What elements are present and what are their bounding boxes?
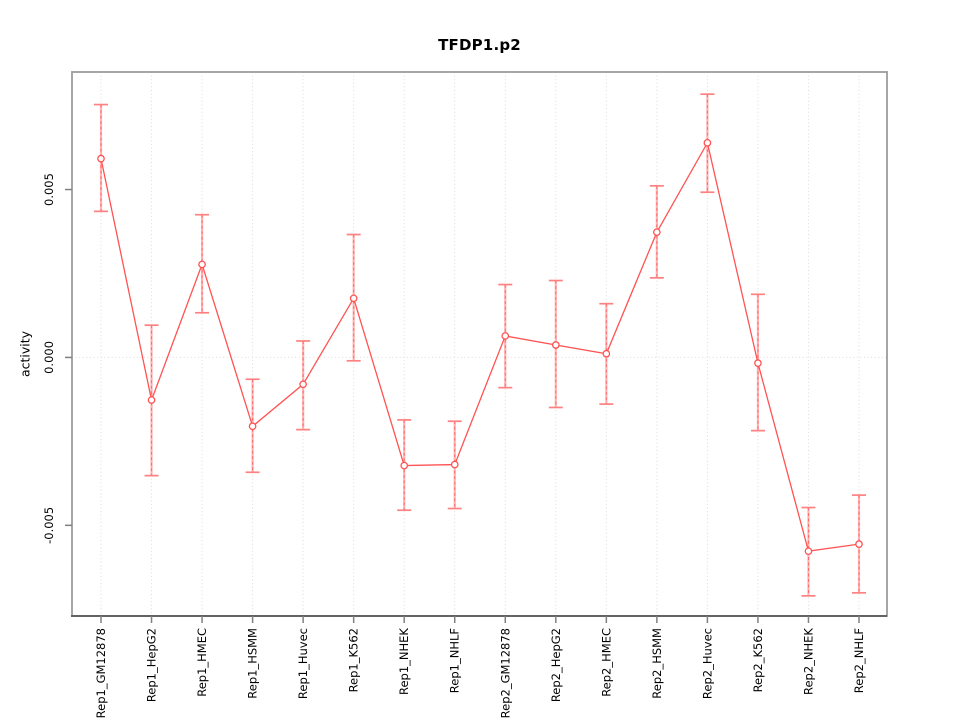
data-point: [349, 294, 358, 303]
x-tick-label: Rep2_GM12878: [498, 628, 512, 718]
x-tick-label: Rep1_NHLF: [448, 628, 462, 693]
data-point: [198, 260, 206, 269]
chart-title: TFDP1.p2: [438, 36, 521, 54]
x-tick-label: Rep1_HSMM: [246, 628, 260, 699]
data-point: [602, 349, 611, 358]
x-tick-label: Rep2_Huvec: [700, 628, 714, 699]
x-tick-label: Rep1_NHEK: [397, 628, 411, 695]
x-tick-label: Rep2_NHLF: [852, 628, 866, 693]
data-point: [653, 228, 661, 237]
x-tick-label: Rep2_HepG2: [549, 628, 563, 702]
data-point: [97, 154, 105, 163]
data-point: [299, 380, 307, 389]
series-line: [100, 141, 860, 552]
data-point: [703, 139, 712, 147]
plot-frame: [71, 71, 888, 617]
data-point: [248, 422, 257, 431]
data-point: [450, 460, 459, 469]
x-tick-label: Rep1_GM12878: [94, 628, 108, 718]
x-tick-label: Rep1_HepG2: [145, 628, 159, 702]
data-point: [400, 461, 409, 470]
y-tick-label: -0.005: [42, 507, 56, 544]
x-tick-label: Rep2_NHEK: [801, 628, 815, 695]
data-point: [147, 396, 156, 404]
x-tick-label: Rep1_Huvec: [296, 628, 310, 699]
data-point: [501, 332, 510, 340]
x-tick-label: Rep1_HMEC: [195, 628, 209, 697]
x-tick-label: Rep2_HMEC: [599, 628, 613, 697]
x-tick-label: Rep1_K562: [347, 628, 361, 692]
x-tick-label: Rep2_HSMM: [650, 628, 664, 699]
data-point: [855, 540, 863, 548]
y-tick-label: 0.005: [42, 173, 56, 206]
data-point: [551, 341, 560, 349]
x-tick-label: Rep2_K562: [751, 628, 765, 692]
data-point: [804, 547, 813, 556]
y-tick-label: 0.000: [42, 341, 56, 374]
data-point: [754, 359, 762, 367]
